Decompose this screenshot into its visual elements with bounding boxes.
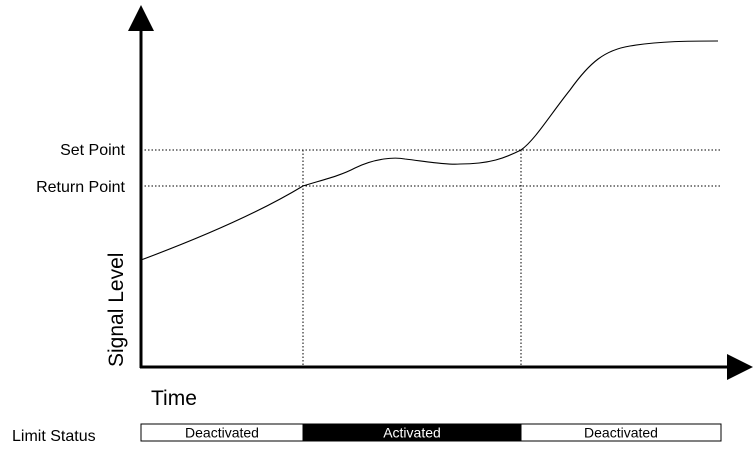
y-axis-label: Signal Level: [105, 253, 128, 367]
status-segment-label: Deactivated: [185, 425, 259, 441]
return-point-label: Return Point: [36, 179, 125, 196]
status-segment-label: Deactivated: [584, 425, 658, 441]
status-segment-label: Activated: [383, 425, 441, 441]
x-axis-label: Time: [151, 387, 197, 410]
set-point-label: Set Point: [60, 142, 125, 159]
status-segment-deactivated: [520, 423, 722, 442]
x-axis-arrow-icon: [727, 354, 753, 380]
y-axis-arrow-icon: [128, 5, 154, 31]
limit-status-label: Limit Status: [12, 428, 96, 445]
limit-status-bar: Deactivated Activated Deactivated: [140, 423, 722, 442]
signal-curve: [140, 40, 719, 261]
